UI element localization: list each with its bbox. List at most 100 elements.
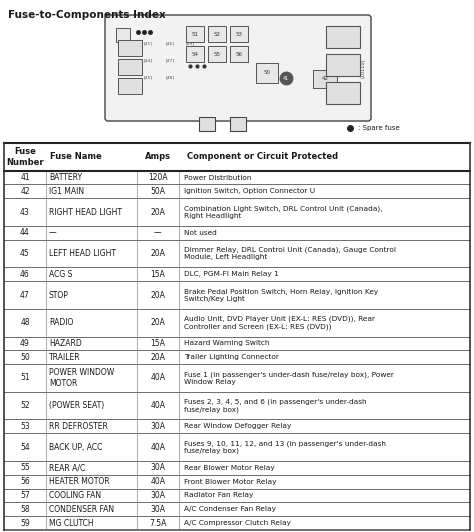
Text: 54: 54: [20, 443, 30, 452]
Bar: [116, 28, 130, 42]
Text: Component or Circuit Protected: Component or Circuit Protected: [187, 152, 338, 161]
Text: 56: 56: [236, 52, 243, 56]
Text: 58: 58: [20, 505, 30, 514]
Text: COOLING FAN: COOLING FAN: [49, 491, 101, 500]
Text: 30A: 30A: [150, 422, 165, 431]
Text: 20A: 20A: [150, 353, 165, 362]
Bar: [256, 63, 278, 83]
Text: HEATER MOTOR: HEATER MOTOR: [49, 477, 109, 486]
Text: 20A: 20A: [150, 207, 165, 217]
Text: 42: 42: [20, 187, 30, 196]
Text: 51: 51: [20, 373, 30, 383]
Text: TRAILER: TRAILER: [49, 353, 81, 362]
Text: 30A: 30A: [150, 491, 165, 500]
Text: 41: 41: [283, 76, 289, 80]
Text: 45: 45: [20, 249, 30, 258]
Text: 59: 59: [20, 519, 30, 528]
Bar: [326, 26, 360, 48]
Text: 43: 43: [20, 207, 30, 217]
Text: Fuses 9, 10, 11, 12, and 13 (in passenger's under-dash
fuse/relay box): Fuses 9, 10, 11, 12, and 13 (in passenge…: [184, 440, 386, 454]
Text: 52: 52: [20, 401, 30, 410]
Text: 40A: 40A: [150, 401, 165, 410]
Text: 49: 49: [20, 339, 30, 348]
Text: Rear Blower Motor Relay: Rear Blower Motor Relay: [184, 465, 274, 471]
Text: Combination Light Switch, DRL Control Unit (Canada),
Right Headlight: Combination Light Switch, DRL Control Un…: [184, 205, 382, 219]
Text: Not used: Not used: [184, 230, 217, 236]
Text: Fuse
Number: Fuse Number: [6, 147, 44, 167]
Text: Fuse-to-Components Index: Fuse-to-Components Index: [8, 10, 166, 20]
Text: [49]: [49]: [185, 41, 194, 45]
Text: (POWER SEAT): (POWER SEAT): [49, 401, 104, 410]
Bar: [326, 82, 360, 104]
Bar: [208, 46, 226, 62]
Text: Fuse 1 (in passenger's under-dash fuse/relay box), Power
Window Relay: Fuse 1 (in passenger's under-dash fuse/r…: [184, 371, 393, 385]
Text: DLC, PGM-FI Main Relay 1: DLC, PGM-FI Main Relay 1: [184, 271, 279, 277]
FancyBboxPatch shape: [105, 15, 371, 121]
Text: 120A: 120A: [148, 173, 168, 182]
Text: LEFT HEAD LIGHT: LEFT HEAD LIGHT: [49, 249, 116, 258]
Bar: [186, 46, 204, 62]
Text: 40A: 40A: [150, 443, 165, 452]
Text: 56: 56: [20, 477, 30, 486]
Bar: [230, 26, 248, 42]
Text: IG1 MAIN: IG1 MAIN: [49, 187, 84, 196]
Text: 40A: 40A: [150, 373, 165, 383]
Bar: [199, 117, 215, 131]
Text: 30A: 30A: [150, 463, 165, 472]
Text: —: —: [49, 228, 56, 237]
Bar: [118, 59, 142, 75]
Text: Audio Unit, DVD Player Unit (EX-L: RES (DVD)), Rear
Controller and Screen (EX-L:: Audio Unit, DVD Player Unit (EX-L: RES (…: [184, 315, 375, 330]
Text: [45]: [45]: [144, 75, 153, 79]
Text: A/C Compressor Clutch Relay: A/C Compressor Clutch Relay: [184, 520, 291, 526]
Text: RIGHT HEAD LIGHT: RIGHT HEAD LIGHT: [49, 207, 122, 217]
Text: 55: 55: [20, 463, 30, 472]
Text: RR DEFROSTER: RR DEFROSTER: [49, 422, 108, 431]
Text: [47]: [47]: [165, 58, 174, 62]
Bar: [230, 117, 246, 131]
Text: REAR A/C: REAR A/C: [49, 463, 85, 472]
Text: Ignition Switch, Option Connector U: Ignition Switch, Option Connector U: [184, 188, 315, 194]
Text: 40A: 40A: [150, 477, 165, 486]
Text: 7.5A: 7.5A: [149, 519, 166, 528]
Text: Power Distribution: Power Distribution: [184, 174, 251, 180]
Bar: [118, 40, 142, 56]
Text: 41: 41: [20, 173, 30, 182]
Text: 15A: 15A: [150, 270, 165, 279]
Text: —: —: [154, 228, 162, 237]
Text: [48]: [48]: [165, 75, 174, 79]
Text: [41]: [41]: [144, 41, 153, 45]
Bar: [208, 26, 226, 42]
Text: CONDENSER FAN: CONDENSER FAN: [49, 505, 114, 514]
Text: 50A: 50A: [150, 187, 165, 196]
Bar: [313, 70, 337, 88]
Text: 20A: 20A: [150, 249, 165, 258]
Text: 50: 50: [20, 353, 30, 362]
Text: Hazard Warning Switch: Hazard Warning Switch: [184, 340, 269, 346]
Text: STOP: STOP: [49, 290, 69, 300]
Text: 30A: 30A: [150, 505, 165, 514]
Text: 42: 42: [321, 77, 328, 81]
Text: 51: 51: [191, 31, 199, 37]
Text: 57: 57: [20, 491, 30, 500]
Text: Rear Window Defogger Relay: Rear Window Defogger Relay: [184, 423, 291, 429]
Bar: [186, 26, 204, 42]
Text: Fuses 2, 3, 4, 5, and 6 (in passenger's under-dash
fuse/relay box): Fuses 2, 3, 4, 5, and 6 (in passenger's …: [184, 398, 366, 413]
Text: 50: 50: [264, 71, 271, 76]
Text: HAZARD: HAZARD: [49, 339, 82, 348]
Text: 20A: 20A: [150, 318, 165, 327]
Text: 47: 47: [20, 290, 30, 300]
Text: Fuse Name: Fuse Name: [50, 152, 102, 161]
Text: ACG S: ACG S: [49, 270, 73, 279]
Text: Trailer Lighting Connector: Trailer Lighting Connector: [184, 354, 279, 360]
Text: Brake Pedal Position Switch, Horn Relay, Ignition Key
Switch/Key Light: Brake Pedal Position Switch, Horn Relay,…: [184, 288, 378, 302]
Text: [44]: [44]: [144, 58, 153, 62]
Text: (10110): (10110): [361, 59, 365, 78]
Bar: [326, 54, 360, 76]
Text: Amps: Amps: [145, 152, 171, 161]
Text: 48: 48: [20, 318, 30, 327]
Text: POWER WINDOW
MOTOR: POWER WINDOW MOTOR: [49, 368, 114, 388]
Text: 46: 46: [20, 270, 30, 279]
Text: [46]: [46]: [165, 41, 174, 45]
Text: Front Blower Motor Relay: Front Blower Motor Relay: [184, 479, 276, 485]
Text: : Spare fuse: : Spare fuse: [358, 125, 400, 131]
